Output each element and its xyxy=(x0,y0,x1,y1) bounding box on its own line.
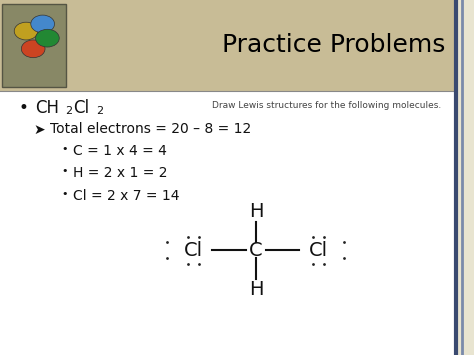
Circle shape xyxy=(31,15,55,33)
Text: Cl: Cl xyxy=(73,99,90,118)
Text: CH: CH xyxy=(36,99,60,118)
Text: •: • xyxy=(19,99,29,118)
Circle shape xyxy=(14,22,38,40)
Text: H = 2 x 1 = 2: H = 2 x 1 = 2 xyxy=(73,166,168,180)
Text: Cl: Cl xyxy=(184,241,203,260)
Circle shape xyxy=(36,29,59,47)
Text: 2: 2 xyxy=(96,106,103,116)
Bar xyxy=(2,4,66,87)
Circle shape xyxy=(21,40,45,58)
Text: H: H xyxy=(249,202,263,220)
Text: ➤: ➤ xyxy=(33,122,45,136)
Bar xyxy=(0,0,455,91)
Text: C: C xyxy=(249,241,263,260)
Text: Cl = 2 x 7 = 14: Cl = 2 x 7 = 14 xyxy=(73,189,180,202)
Text: Draw Lewis structures for the following molecules.: Draw Lewis structures for the following … xyxy=(211,101,441,110)
Text: 2: 2 xyxy=(65,106,72,116)
Text: Cl: Cl xyxy=(309,241,328,260)
Bar xyxy=(0,91,455,355)
Text: •: • xyxy=(62,166,68,176)
Bar xyxy=(455,0,474,355)
Text: Total electrons = 20 – 8 = 12: Total electrons = 20 – 8 = 12 xyxy=(50,122,251,136)
Text: Practice Problems: Practice Problems xyxy=(222,33,446,57)
Text: C = 1 x 4 = 4: C = 1 x 4 = 4 xyxy=(73,144,167,158)
Text: H: H xyxy=(249,280,263,299)
Text: •: • xyxy=(62,144,68,154)
Text: •: • xyxy=(62,189,68,198)
